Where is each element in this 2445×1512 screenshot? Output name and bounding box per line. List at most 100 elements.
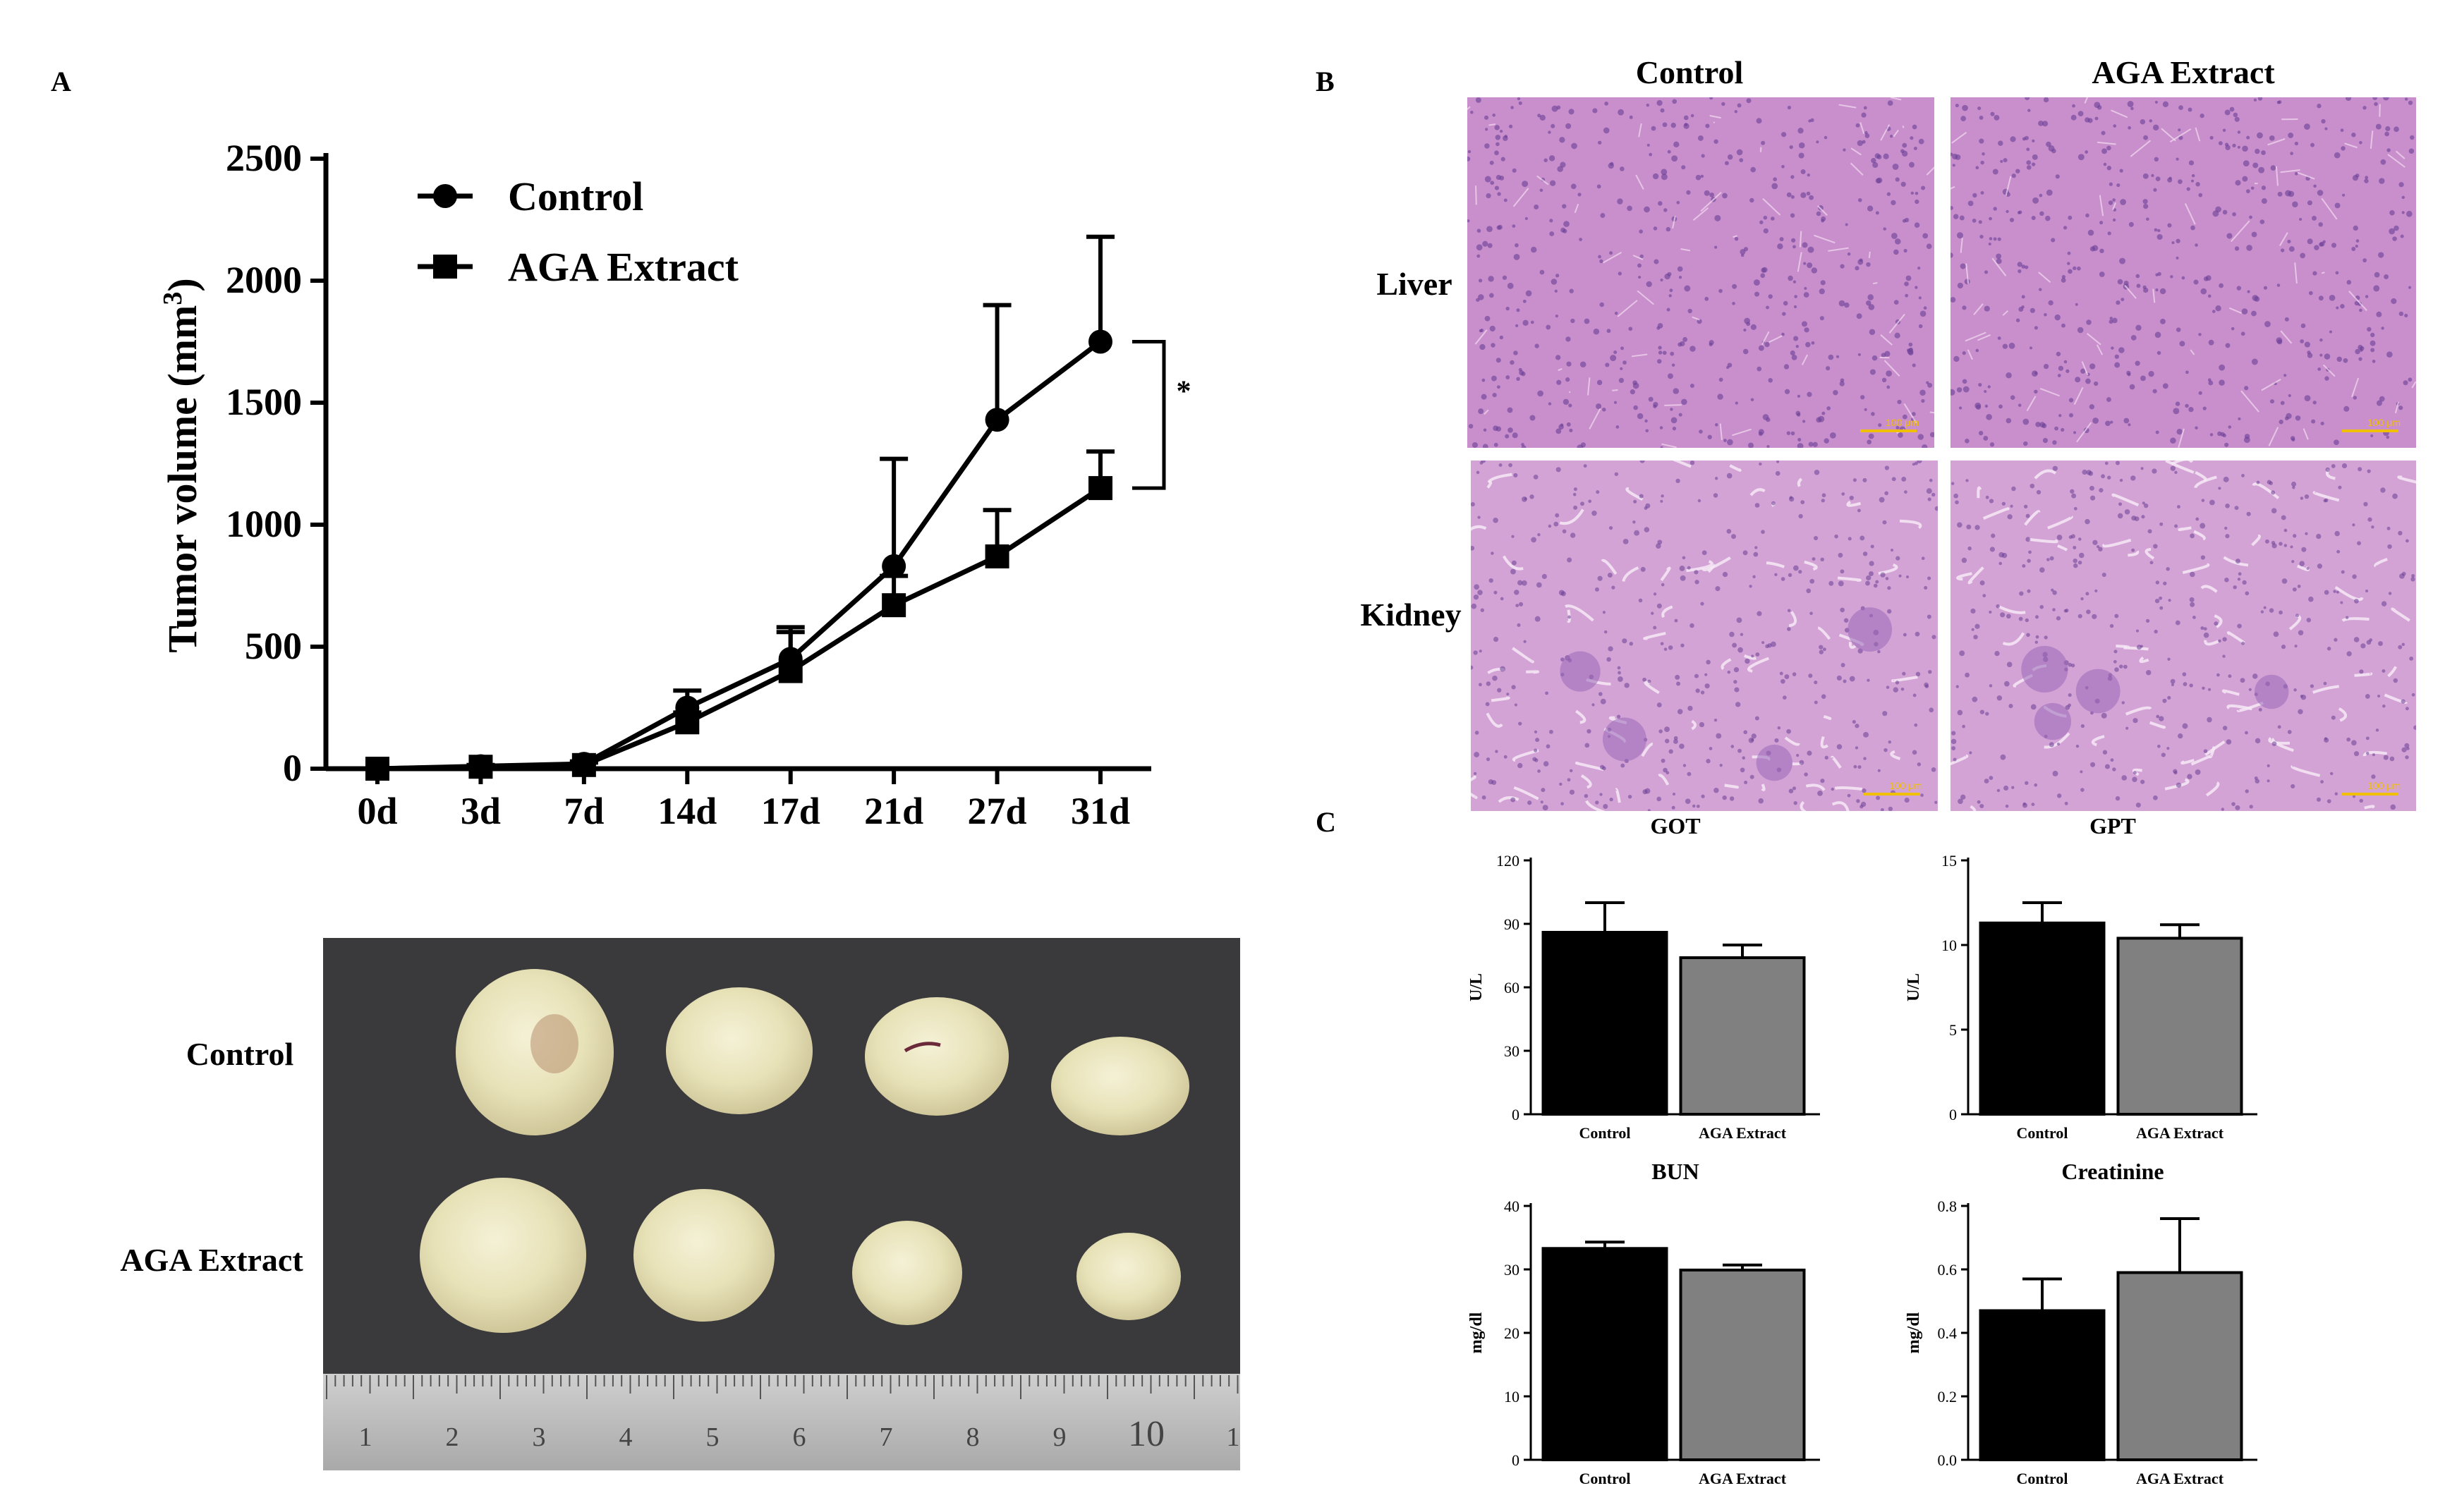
cell-nucleus (1863, 757, 1867, 760)
cell-nucleus (1467, 156, 1471, 161)
tubule-lumen (1601, 559, 1618, 575)
tubule-lumen (1559, 508, 1584, 525)
cell-nucleus (1756, 118, 1762, 124)
cell-nucleus (1495, 174, 1501, 181)
cell-nucleus (2231, 802, 2235, 806)
cell-nucleus (1758, 345, 1764, 351)
cell-nucleus (2070, 489, 2075, 494)
cell-nucleus (2103, 162, 2107, 166)
cell-nucleus (2085, 117, 2090, 123)
cell-nucleus (2006, 417, 2012, 424)
cell-nucleus (2178, 733, 2183, 739)
cell-nucleus (1903, 633, 1907, 637)
cell-nucleus (1880, 572, 1886, 578)
scale-bar-label: 100 μm (1886, 417, 1919, 428)
cell-nucleus (2048, 300, 2053, 306)
cell-nucleus (1989, 217, 1992, 221)
cell-nucleus (2135, 324, 2142, 331)
cell-nucleus (1588, 499, 1592, 504)
cell-nucleus (1892, 163, 1899, 170)
cell-nucleus (2061, 277, 2066, 283)
cell-nucleus (1917, 461, 1922, 463)
cell-nucleus (2034, 640, 2039, 644)
cell-nucleus (1517, 623, 1521, 627)
cell-nucleus (1764, 341, 1770, 348)
cell-nucleus (1515, 243, 1519, 248)
cell-nucleus (1599, 302, 1604, 307)
cell-nucleus (1994, 114, 2000, 121)
cell-nucleus (1779, 671, 1783, 676)
cell-nucleus (1750, 398, 1754, 402)
cell-nucleus (2326, 799, 2331, 804)
cell-nucleus (2023, 441, 2028, 446)
cell-nucleus (1522, 299, 1527, 303)
sinusoid (2099, 195, 2104, 217)
cell-nucleus (2324, 590, 2329, 595)
cell-nucleus (1809, 611, 1813, 616)
cell-nucleus (2267, 764, 2270, 768)
cell-nucleus (1800, 192, 1807, 198)
cell-nucleus (1868, 433, 1874, 439)
cell-nucleus (2244, 386, 2249, 391)
sinusoid (2387, 154, 2405, 168)
cell-nucleus (1761, 140, 1766, 145)
cell-nucleus (1844, 302, 1850, 308)
cell-nucleus (1666, 226, 1671, 232)
cell-nucleus (2246, 511, 2251, 516)
cell-nucleus (2022, 563, 2026, 568)
cell-nucleus (1507, 282, 1514, 289)
cell-nucleus (1982, 594, 1986, 598)
cell-nucleus (1629, 115, 1633, 119)
cell-nucleus (1649, 152, 1653, 157)
cell-nucleus (1729, 631, 1735, 638)
cell-nucleus (2132, 718, 2138, 724)
cell-nucleus (1843, 618, 1849, 623)
cell-nucleus (2154, 157, 2159, 161)
tubule-lumen (1643, 631, 1666, 640)
cell-nucleus (2195, 243, 2198, 247)
cell-nucleus (1600, 698, 1606, 705)
cell-nucleus (1838, 552, 1843, 558)
cell-nucleus (2241, 641, 2245, 645)
cell-nucleus (1618, 377, 1625, 384)
cell-nucleus (2143, 135, 2149, 140)
bar-y-tick-label: 120 (1496, 852, 1519, 870)
cell-nucleus (2143, 503, 2149, 508)
sinusoid (2279, 232, 2288, 246)
cell-nucleus (2019, 591, 2024, 596)
cell-nucleus (1882, 711, 1888, 717)
cell-nucleus (1727, 670, 1731, 674)
cell-nucleus (2209, 433, 2214, 437)
tubule-lumen (2180, 758, 2195, 765)
cell-nucleus (1792, 280, 1797, 284)
cell-nucleus (2114, 667, 2119, 672)
cell-nucleus (2340, 128, 2344, 133)
tissue-texture (1950, 97, 2416, 448)
cell-nucleus (2036, 489, 2041, 495)
cell-nucleus (1620, 346, 1625, 350)
sinusoid (2026, 396, 2037, 412)
cell-nucleus (1596, 490, 1600, 494)
cell-nucleus (1820, 280, 1826, 286)
cell-nucleus (1500, 666, 1506, 672)
cell-nucleus (2155, 176, 2161, 181)
cell-nucleus (2324, 127, 2328, 130)
cell-nucleus (1565, 336, 1571, 342)
cell-nucleus (2280, 248, 2285, 252)
cell-nucleus (1478, 294, 1484, 300)
cell-nucleus (2241, 308, 2248, 315)
cell-nucleus (1744, 780, 1748, 784)
cell-nucleus (2003, 785, 2009, 791)
cell-nucleus (1886, 685, 1890, 689)
cell-nucleus (2188, 407, 2194, 413)
cell-nucleus (1958, 406, 1962, 410)
cell-nucleus (2319, 338, 2323, 342)
cell-nucleus (1522, 181, 1529, 188)
tubule-lumen (2268, 737, 2290, 745)
cell-nucleus (2154, 629, 2158, 634)
cell-nucleus (1955, 104, 1959, 108)
cell-nucleus (2279, 610, 2283, 615)
cell-nucleus (2130, 475, 2136, 481)
cell-nucleus (1548, 155, 1555, 161)
cell-nucleus (1761, 530, 1765, 535)
